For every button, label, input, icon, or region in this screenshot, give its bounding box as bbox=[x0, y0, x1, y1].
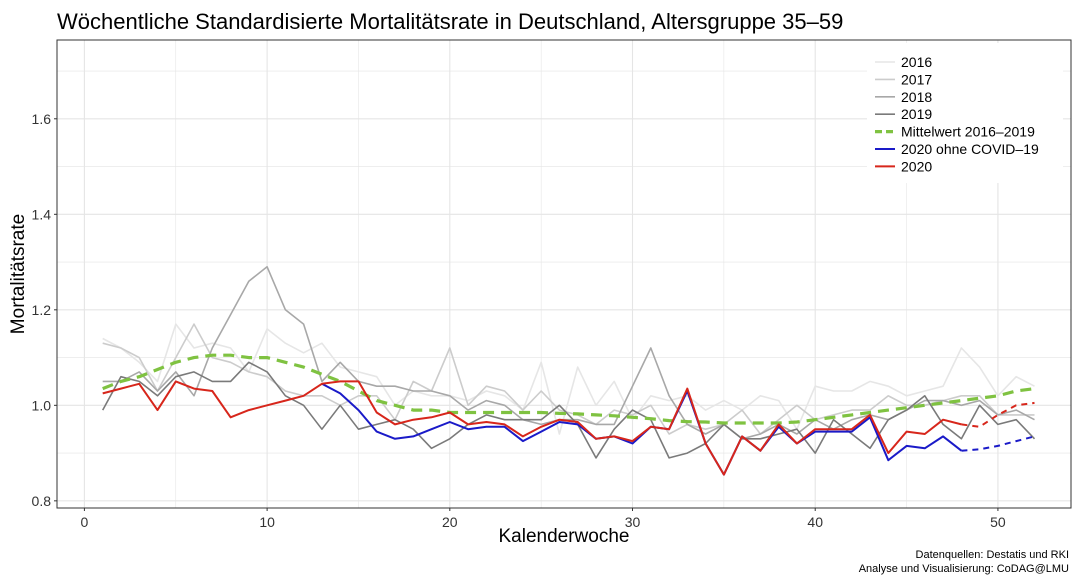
y-tick-label: 1.2 bbox=[32, 302, 52, 318]
caption-sources: Datenquellen: Destatis und RKI bbox=[916, 549, 1069, 561]
y-axis-label: Mortalitätsrate bbox=[8, 214, 29, 334]
legend-label-s2018: 2018 bbox=[901, 89, 932, 105]
y-axis-ticks: 0.8 1.0 1.2 1.4 1.6 bbox=[32, 111, 57, 509]
legend-label-s2017: 2017 bbox=[901, 71, 932, 87]
series-line-mean bbox=[102, 353, 1035, 425]
x-tick-label: 30 bbox=[625, 514, 641, 530]
series-line-y2020_proj bbox=[961, 401, 1035, 428]
legend-label-s2019: 2019 bbox=[901, 106, 932, 122]
y-tick-label: 1.0 bbox=[32, 397, 52, 413]
panel-border bbox=[56, 39, 1072, 509]
x-tick-label: 10 bbox=[259, 514, 275, 530]
x-tick-label: 20 bbox=[442, 514, 458, 530]
x-axis-label: Kalenderwoche bbox=[499, 526, 630, 547]
y-tick-label: 0.8 bbox=[32, 493, 52, 509]
x-axis-ticks: 0 10 20 30 40 50 bbox=[81, 508, 1006, 530]
legend-box bbox=[867, 43, 1063, 183]
series-line-y2020 bbox=[102, 380, 962, 476]
legend-label-s2016: 2016 bbox=[901, 54, 932, 70]
series-line-no_covid_proj bbox=[961, 435, 1035, 452]
y-tick-label: 1.6 bbox=[32, 111, 52, 127]
x-tick-label: 0 bbox=[81, 514, 89, 530]
legend-label-mean: Mittelwert 2016–2019 bbox=[901, 124, 1035, 140]
x-tick-label: 40 bbox=[807, 514, 823, 530]
series-line-s2018 bbox=[102, 265, 1035, 440]
y-tick-label: 1.4 bbox=[32, 206, 52, 222]
series-line-s2017 bbox=[102, 323, 1035, 435]
legend-label-no_covid: 2020 ohne COVID–19 bbox=[901, 141, 1039, 157]
series-line-s2016 bbox=[102, 323, 1035, 435]
caption-analysis: Analyse und Visualisierung: CoDAG@LMU bbox=[859, 563, 1069, 575]
chart-title: Wöchentliche Standardisierte Mortalitäts… bbox=[57, 9, 843, 34]
x-tick-label: 50 bbox=[990, 514, 1006, 530]
series-lines bbox=[101, 265, 1036, 476]
legend-label-y2020: 2020 bbox=[901, 158, 932, 174]
